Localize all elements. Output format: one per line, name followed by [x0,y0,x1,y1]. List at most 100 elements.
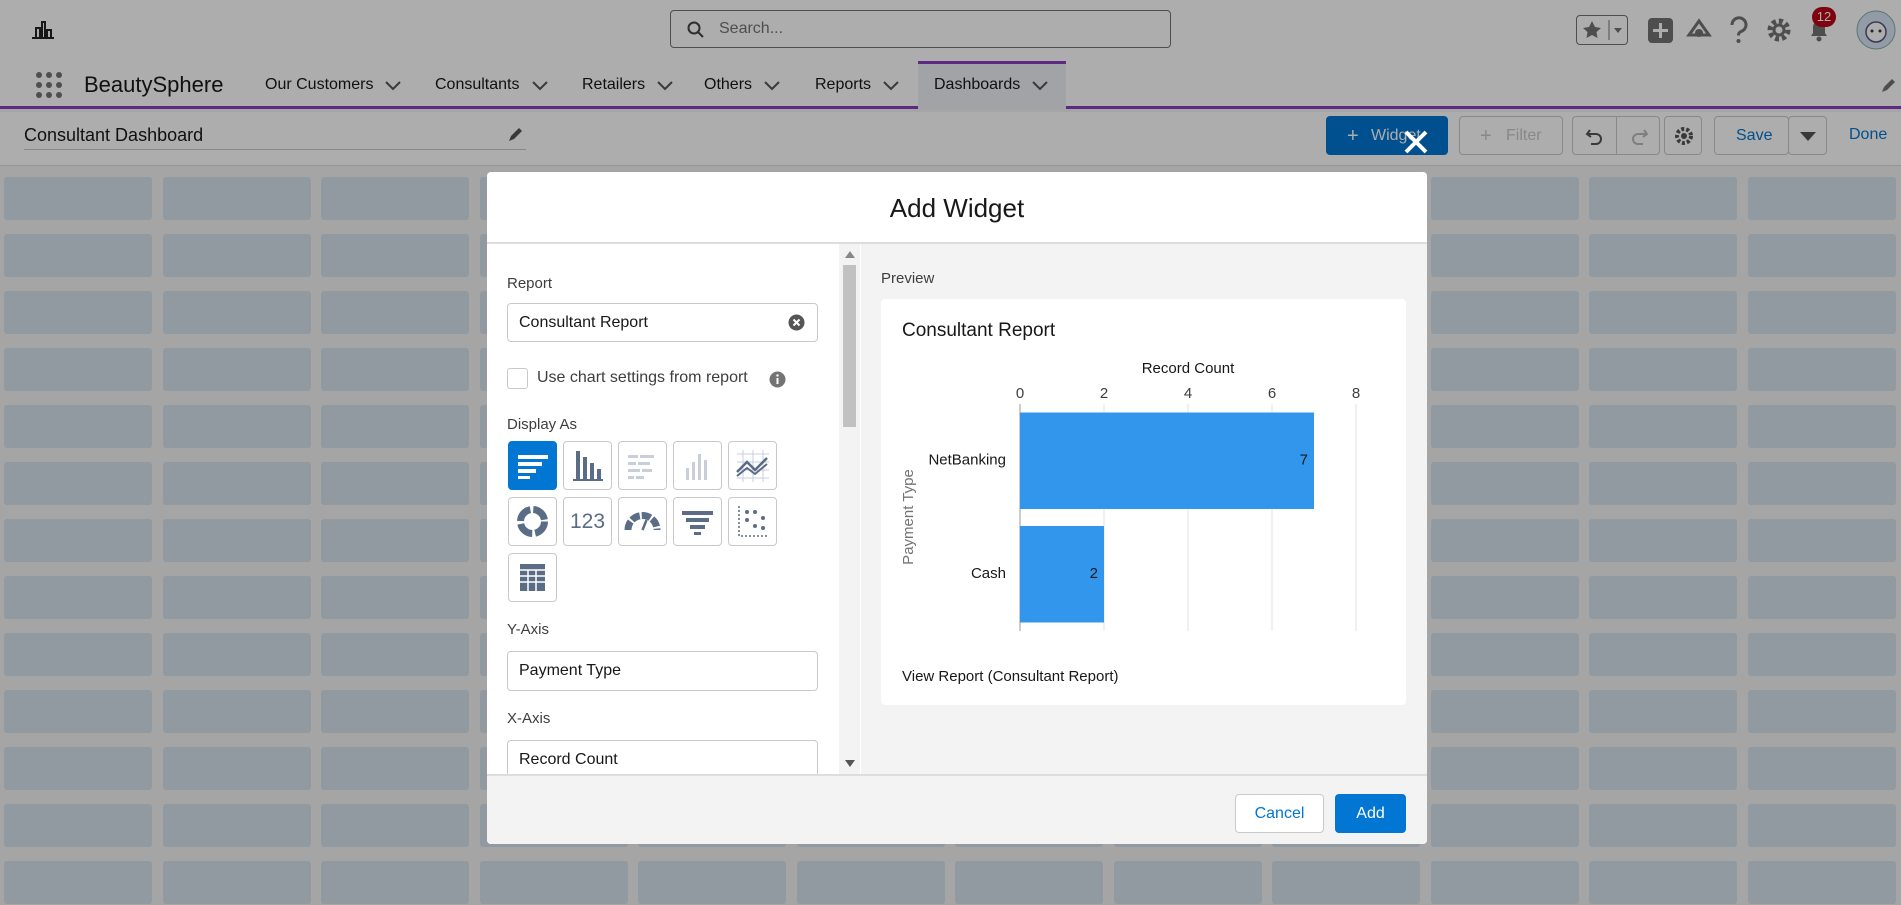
chart-title: Consultant Report [902,320,1056,341]
line-option[interactable] [728,441,777,490]
stacked-column-option[interactable] [673,441,722,490]
grid-tile [162,519,311,562]
vertical-bar-option[interactable] [563,441,612,490]
plus-icon: + [1347,125,1359,147]
x-tick-label: 0 [1016,385,1024,402]
x-axis-input[interactable]: Record Count [507,740,818,780]
favorites-button[interactable] [1576,15,1628,45]
grid-tile [162,291,311,334]
grid-tile [321,804,469,847]
grid-tile [1430,462,1579,505]
redo-icon[interactable] [1629,127,1649,145]
tab-menu-chevron[interactable] [764,81,780,91]
nav-tab[interactable]: Our Customers [265,76,374,93]
nav-tab[interactable]: Dashboards [934,76,1021,93]
checkbox-label: Use chart settings from report [537,369,748,386]
nav-tab[interactable]: Reports [815,76,872,93]
setup-icon[interactable] [1766,17,1792,43]
nav-tab[interactable]: Retailers [582,76,646,93]
grid-tile [4,576,152,619]
scroll-thumb[interactable] [843,265,856,427]
modal-footer: Cancel Add [487,774,1427,844]
info-icon[interactable] [769,371,786,388]
app-launcher[interactable] [35,71,63,99]
save-button[interactable]: Save [1714,116,1789,155]
grid-tile [4,177,152,220]
global-actions-icon[interactable] [1648,18,1673,43]
x-axis-title: Record Count [1142,360,1235,377]
grid-tile [955,861,1103,904]
divider [1616,117,1617,154]
field-label: Report [507,275,553,292]
undo-icon[interactable] [1585,127,1605,145]
icon [624,512,661,531]
preview-label: Preview [881,270,935,287]
grid-tile [4,405,152,448]
tab-menu-chevron[interactable] [657,81,673,91]
grid-tile [1589,747,1737,790]
add-widget-button[interactable]: + Widget [1326,116,1448,155]
cancel-button[interactable]: Cancel [1235,794,1324,833]
stacked-bar-option[interactable] [618,441,667,490]
edit-title-icon[interactable] [507,127,523,143]
y-axis-input[interactable]: Payment Type [507,651,818,691]
grid-tile [4,690,152,733]
grid-tile [638,861,786,904]
grid-tile [1747,747,1896,790]
tab-menu-chevron[interactable] [385,81,401,91]
y-axis-title: Payment Type [900,469,917,565]
tab-menu-chevron[interactable] [532,81,548,91]
funnel-option[interactable] [673,497,722,546]
search-box[interactable]: Search... [670,10,1171,48]
checkbox[interactable] [507,368,528,389]
scatter-option[interactable] [728,497,777,546]
clear-icon[interactable] [788,314,805,331]
scroll-up[interactable] [845,251,855,258]
grid-tile [1430,177,1579,220]
view-report-link[interactable]: View Report (Consultant Report) [902,668,1119,685]
grid-tile [4,633,152,676]
save-menu-button[interactable] [1788,116,1827,155]
y-tick-label: NetBanking [928,452,1006,469]
report-input[interactable]: Consultant Report [507,303,818,342]
grid-tile [162,177,311,220]
close-modal-button[interactable] [1402,128,1430,156]
tab-menu-chevron[interactable] [883,81,899,91]
grid-tile [796,861,945,904]
logo[interactable] [28,16,58,42]
nav-tab[interactable]: Others [704,76,753,93]
nav-tab[interactable]: Consultants [435,76,520,93]
grid-tile [1747,804,1896,847]
grid-tile [1589,804,1737,847]
settings-button[interactable] [1664,116,1702,155]
gauge-option[interactable] [618,497,667,546]
scrollbar[interactable] [839,244,860,774]
scroll-down[interactable] [845,760,855,767]
edit-nav-icon[interactable] [1880,78,1896,94]
help-icon[interactable] [1728,16,1750,44]
x-tick-label: 8 [1352,385,1360,402]
field-label: Y-Axis [507,621,549,638]
grid-tile [162,690,311,733]
icon [736,450,769,482]
grid-tile [1430,519,1579,562]
data-label: 2 [1090,565,1098,582]
icon [573,451,603,481]
bar [1020,412,1314,509]
donut-option[interactable] [508,497,557,546]
add-button[interactable]: Add [1335,794,1406,833]
table-option[interactable] [508,553,557,602]
metric-option[interactable]: 123 [563,497,612,546]
grid-tile [321,234,469,277]
grid-tile [1747,234,1896,277]
trailhead-icon[interactable] [1686,17,1712,43]
y-tick-label: Cash [971,565,1006,582]
horizontal-bar-option[interactable] [508,441,557,490]
icon [686,454,707,480]
bar [1020,526,1104,623]
x-tick-label: 4 [1184,385,1192,402]
tab-menu-chevron[interactable] [1032,81,1048,91]
done-button[interactable]: Done [1849,126,1888,143]
filter-button[interactable]: + Filter [1459,116,1563,155]
user-avatar[interactable] [1856,10,1896,50]
